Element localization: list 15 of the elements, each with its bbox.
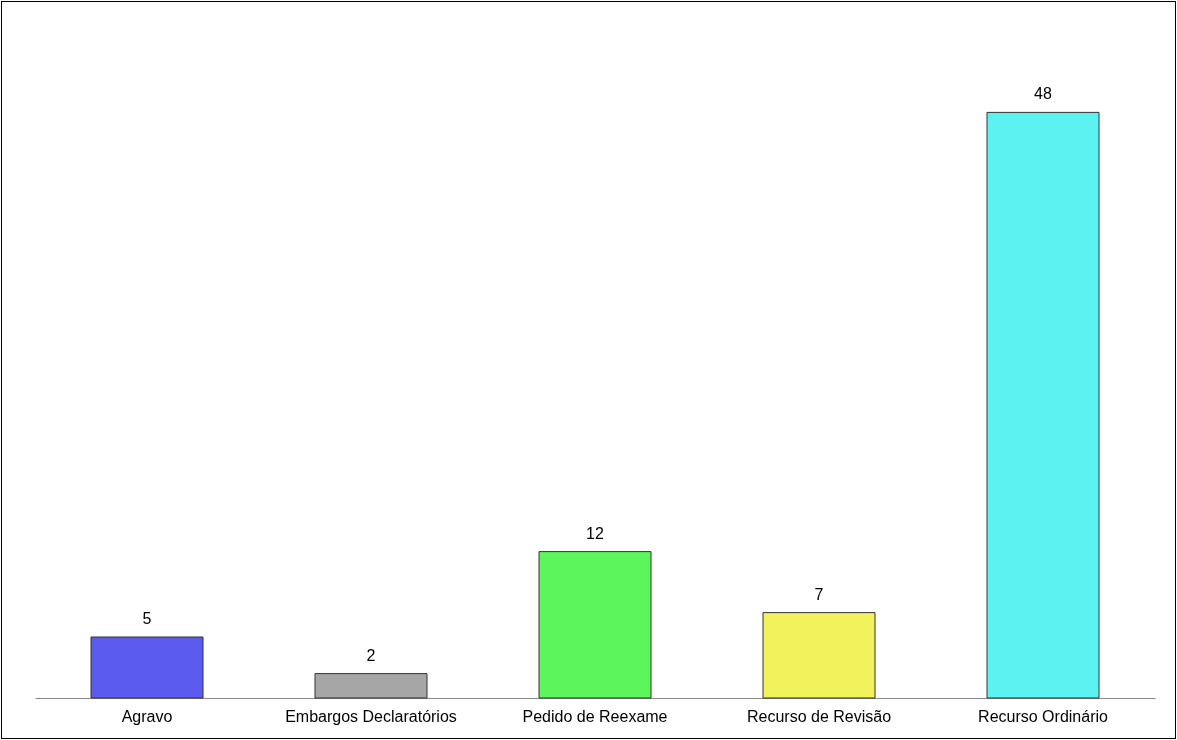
data-label: 7: [814, 585, 824, 603]
data-label: 12: [586, 524, 604, 542]
bar: [538, 551, 652, 699]
bar: [762, 612, 876, 699]
x-tick-label: Pedido de Reexame: [522, 707, 668, 725]
data-label: 2: [366, 646, 376, 664]
x-tick-label: Recurso Ordinário: [978, 707, 1109, 725]
bar: [986, 111, 1100, 699]
data-label: 48: [1034, 85, 1052, 103]
x-tick-label: Recurso de Revisão: [746, 707, 892, 725]
bar: [90, 636, 204, 699]
data-label: 5: [142, 610, 152, 627]
x-tick-label: Agravo: [121, 707, 173, 725]
x-tick-label: Embargos Declaratórios: [285, 707, 457, 725]
bar: [314, 673, 428, 699]
